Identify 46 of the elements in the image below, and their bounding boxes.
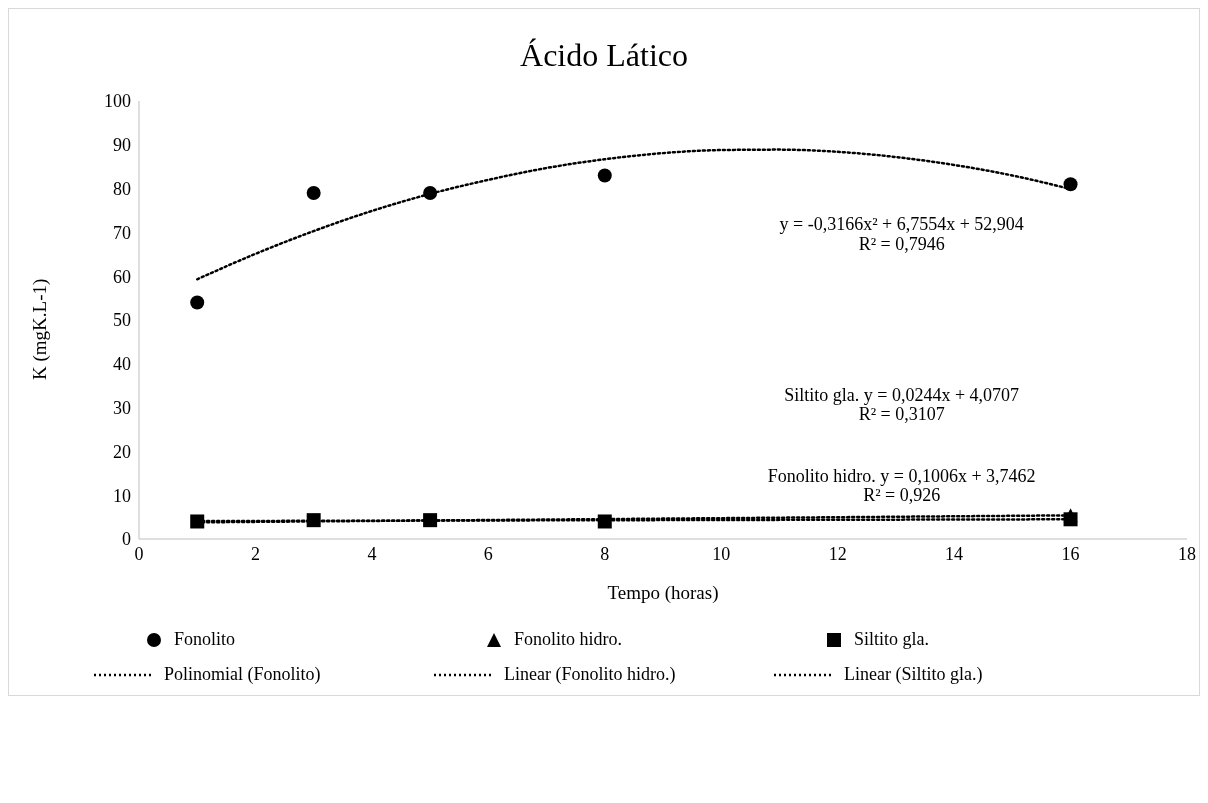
point xyxy=(1063,177,1078,192)
annotation: Siltito gla. y = 0,0244x + 4,0707 xyxy=(783,384,1021,406)
y-tick-label: 30 xyxy=(113,397,131,418)
chart-title: Ácido Lático xyxy=(519,37,689,74)
x-tick-label: 8 xyxy=(600,543,610,564)
y-tick-label: 60 xyxy=(113,266,131,287)
x-tick-label: 0 xyxy=(134,543,144,564)
x-axis-title: Tempo (horas) xyxy=(607,582,719,604)
x-tick-label: 12 xyxy=(828,543,847,564)
y-tick-label: 20 xyxy=(113,441,131,462)
annotation: R² = 0,926 xyxy=(862,485,942,507)
point xyxy=(423,185,438,200)
y-tick-label: 50 xyxy=(113,310,131,331)
annotation: R² = 0,3107 xyxy=(858,404,946,426)
x-tick-label: 4 xyxy=(367,543,377,564)
point xyxy=(190,514,205,529)
y-tick-label: 80 xyxy=(113,178,131,199)
point xyxy=(597,168,612,183)
y-tick-label: 70 xyxy=(113,222,131,243)
point xyxy=(190,295,205,310)
point xyxy=(306,185,321,200)
annotation: R² = 0,7946 xyxy=(857,233,946,255)
point xyxy=(306,513,321,528)
x-tick-label: 14 xyxy=(945,543,964,564)
y-tick-label: 90 xyxy=(113,135,131,156)
y-tick-label: 40 xyxy=(113,354,131,375)
legend-label: Polinomial (Fonolito) xyxy=(164,664,321,685)
legend-label: Linear (Fonolito hidro.) xyxy=(504,664,676,685)
point xyxy=(1063,512,1078,527)
legend-label: Fonolito xyxy=(174,629,236,650)
y-tick-label: 100 xyxy=(104,91,131,112)
annotation: y = -0,3166x² + 6,7554x + 52,904 xyxy=(778,213,1025,235)
point xyxy=(423,513,438,528)
annotation: Fonolito hidro. y = 0,1006x + 3,7462 xyxy=(766,465,1037,487)
legend-label: Siltito gla. xyxy=(854,629,930,650)
x-tick-label: 16 xyxy=(1061,543,1080,564)
x-tick-label: 10 xyxy=(712,543,731,564)
legend-label: Fonolito hidro. xyxy=(514,629,623,650)
point xyxy=(597,514,612,529)
x-tick-label: 2 xyxy=(250,543,260,564)
legend-label: Linear (Siltito gla.) xyxy=(844,664,983,685)
x-tick-label: 18 xyxy=(1178,543,1196,564)
y-tick-label: 0 xyxy=(122,529,131,550)
x-tick-label: 6 xyxy=(483,543,493,564)
y-tick-label: 10 xyxy=(113,485,131,506)
y-axis-title: K (mgK.L-1) xyxy=(28,278,51,380)
